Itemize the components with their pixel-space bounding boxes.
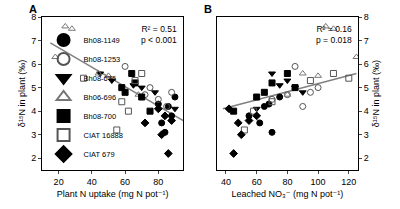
svg-text:δ¹⁵N in plant (‰): δ¹⁵N in plant (‰) bbox=[371, 60, 381, 127]
svg-text:Bh08-1253: Bh08-1253 bbox=[84, 55, 121, 64]
svg-text:5: 5 bbox=[364, 83, 369, 93]
svg-text:8: 8 bbox=[364, 12, 369, 22]
svg-text:2: 2 bbox=[31, 153, 36, 163]
svg-text:CIAT 16888: CIAT 16888 bbox=[84, 131, 123, 140]
svg-text:3: 3 bbox=[31, 130, 36, 140]
svg-text:δ¹⁵N in plant (‰): δ¹⁵N in plant (‰) bbox=[17, 60, 27, 127]
svg-text:40: 40 bbox=[221, 177, 231, 187]
svg-text:4: 4 bbox=[364, 106, 369, 116]
svg-text:40: 40 bbox=[87, 177, 97, 187]
svg-text:A: A bbox=[29, 3, 37, 15]
svg-text:80: 80 bbox=[153, 177, 163, 187]
svg-text:120: 120 bbox=[341, 177, 356, 187]
svg-text:Leached NO₃⁻ (mg N pot⁻¹): Leached NO₃⁻ (mg N pot⁻¹) bbox=[232, 189, 344, 199]
svg-text:7: 7 bbox=[364, 36, 369, 46]
svg-text:60: 60 bbox=[120, 177, 130, 187]
svg-text:2: 2 bbox=[364, 153, 369, 163]
svg-text:20: 20 bbox=[54, 177, 64, 187]
svg-text:7: 7 bbox=[31, 36, 36, 46]
svg-text:Bh06-696: Bh06-696 bbox=[84, 93, 117, 102]
svg-text:4: 4 bbox=[31, 106, 36, 116]
svg-text:Bh08-1149: Bh08-1149 bbox=[84, 36, 120, 45]
svg-text:6: 6 bbox=[364, 59, 369, 69]
svg-text:5: 5 bbox=[31, 83, 36, 93]
svg-text:8: 8 bbox=[31, 12, 36, 22]
svg-text:6: 6 bbox=[31, 59, 36, 69]
svg-text:Bh08-700: Bh08-700 bbox=[84, 112, 117, 121]
svg-text:R² = 0.51p < 0.001: R² = 0.51p < 0.001 bbox=[141, 24, 177, 45]
svg-text:60: 60 bbox=[252, 177, 262, 187]
svg-text:3: 3 bbox=[364, 130, 369, 140]
svg-text:R² = 0.16p = 0.018: R² = 0.16p = 0.018 bbox=[316, 24, 352, 45]
svg-text:80: 80 bbox=[282, 177, 292, 187]
svg-text:Plant N uptake (mg N pot⁻¹): Plant N uptake (mg N pot⁻¹) bbox=[57, 189, 169, 199]
svg-text:100: 100 bbox=[311, 177, 326, 187]
svg-text:B: B bbox=[204, 3, 212, 15]
svg-text:CIAT 679: CIAT 679 bbox=[84, 150, 115, 159]
svg-text:Bh08-675: Bh08-675 bbox=[84, 74, 117, 83]
